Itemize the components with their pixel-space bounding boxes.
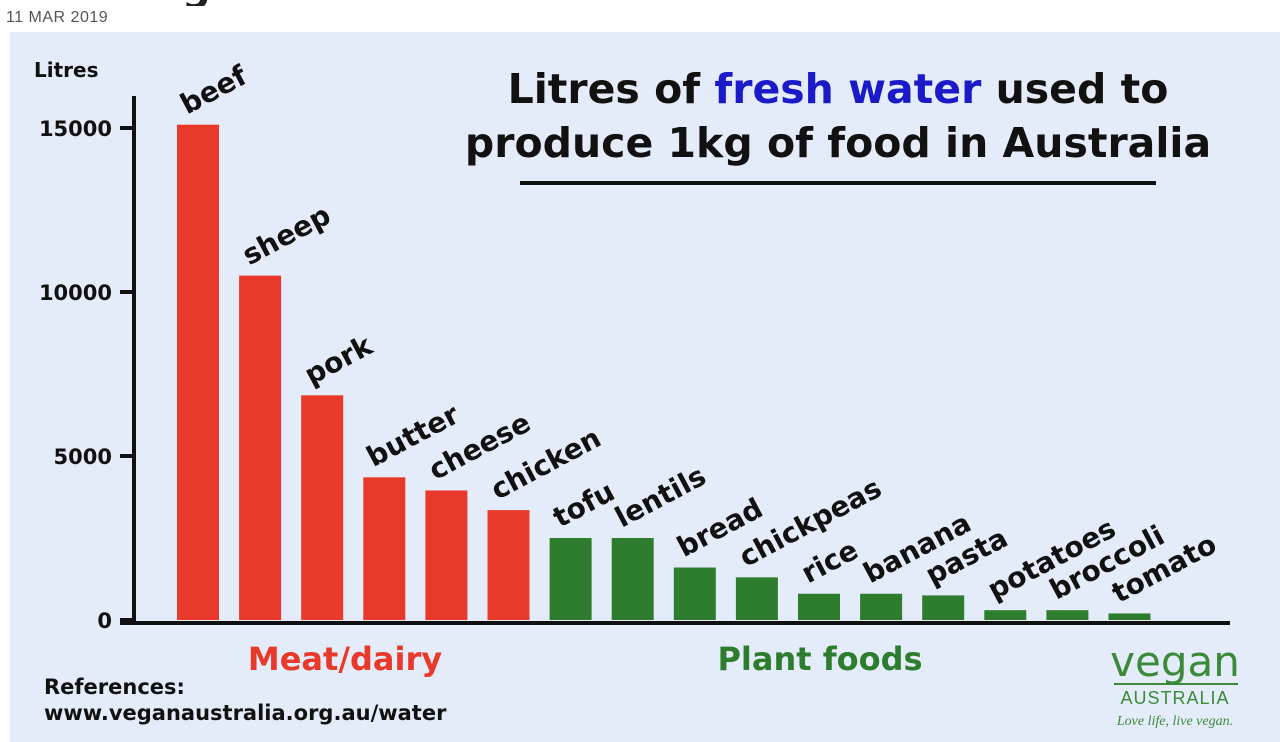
bar-label-pork: pork	[299, 328, 379, 391]
logo-tagline: Love life, live vegan.	[1116, 714, 1233, 729]
y-tick-label: 0	[97, 609, 112, 633]
bar-potatoes	[984, 610, 1027, 620]
y-ticks: 0 5000 10000 15000	[39, 117, 134, 633]
bar-tofu	[549, 538, 592, 620]
bar-beef	[177, 124, 219, 620]
bar-sheep	[239, 275, 282, 620]
bars	[177, 124, 1151, 620]
title-part-before: Litres of	[508, 65, 715, 113]
logo-wordmark: vegan	[1110, 637, 1240, 686]
y-tick-label: 15000	[39, 117, 112, 141]
bar-butter	[363, 477, 406, 620]
bar-label-sheep: sheep	[237, 198, 336, 272]
bar-rice	[798, 593, 840, 620]
bar-lentils	[611, 538, 654, 620]
bar-broccoli	[1046, 610, 1089, 620]
bar-bread	[673, 567, 716, 620]
y-axis-label: Litres	[34, 58, 99, 82]
bar-chickpeas	[735, 577, 778, 620]
legend-plant-foods: Plant foods	[717, 640, 922, 678]
cropped-heading: g	[150, 0, 270, 6]
y-tick-label: 10000	[39, 281, 112, 305]
title-part-after: used to	[981, 65, 1168, 113]
y-tick-label: 5000	[54, 445, 112, 469]
bar-label-beef: beef	[175, 58, 253, 120]
logo-subtitle: AUSTRALIA	[1120, 688, 1229, 708]
bar-banana	[860, 593, 903, 620]
references-url: www.veganaustralia.org.au/water	[44, 701, 447, 725]
page-date: 11 MAR 2019	[6, 9, 109, 26]
chart-title-line1: Litres of fresh water used to	[508, 65, 1169, 113]
bar-cheese	[425, 490, 468, 620]
title-highlight: fresh water	[714, 65, 982, 113]
bar-pork	[301, 395, 344, 620]
bar-pasta	[922, 595, 965, 620]
chart-title-line2: produce 1kg of food in Australia	[465, 119, 1211, 167]
legend-meat-dairy: Meat/dairy	[248, 640, 442, 678]
bar-tomato	[1108, 613, 1151, 620]
bar-chicken	[487, 510, 530, 620]
vegan-australia-logo: vegan AUSTRALIA Love life, live vegan.	[1110, 637, 1240, 729]
references-label: References:	[44, 675, 185, 699]
cropped-heading-glyph: g	[182, 0, 211, 6]
